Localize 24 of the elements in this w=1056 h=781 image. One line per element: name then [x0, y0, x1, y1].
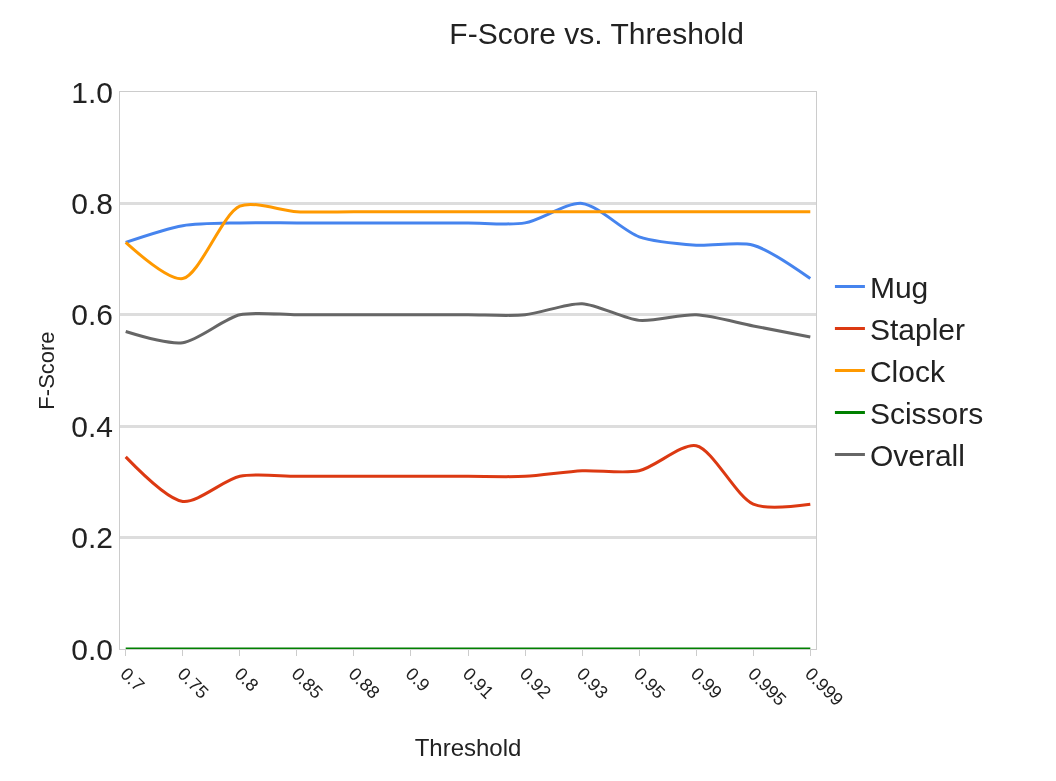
y-tick-label: 0.6 [71, 298, 113, 332]
x-tick-label: 0.93 [572, 663, 612, 703]
chart-title: F-Score vs. Threshold [449, 17, 744, 51]
y-tick-label: 0.0 [71, 632, 113, 666]
legend-label: Overall [869, 439, 965, 473]
line-series [124, 302, 812, 345]
legend-label: Scissors [869, 397, 984, 431]
y-tick-label: 1.0 [71, 75, 113, 109]
legend-label: Mug [869, 271, 929, 305]
x-tick-label: 0.99 [687, 663, 726, 703]
x-tick-label: 0.7 [116, 663, 149, 696]
y-axis-title: F-Score [34, 331, 60, 410]
legend-label: Stapler [869, 313, 965, 347]
y-tick-label: 0.2 [71, 521, 113, 555]
x-axis-title: Threshold [414, 733, 522, 761]
x-tick-label: 0.88 [344, 663, 384, 703]
x-tick-label: 0.85 [287, 663, 327, 703]
x-tick-label: 0.75 [173, 663, 213, 703]
x-tick-label: 0.8 [230, 663, 263, 696]
x-tick-label: 0.95 [629, 663, 669, 703]
y-tick-label: 0.8 [71, 186, 113, 220]
x-tick-label: 0.9 [401, 663, 434, 696]
y-tick-label: 0.4 [71, 409, 113, 443]
legend-label: Clock [869, 355, 946, 389]
